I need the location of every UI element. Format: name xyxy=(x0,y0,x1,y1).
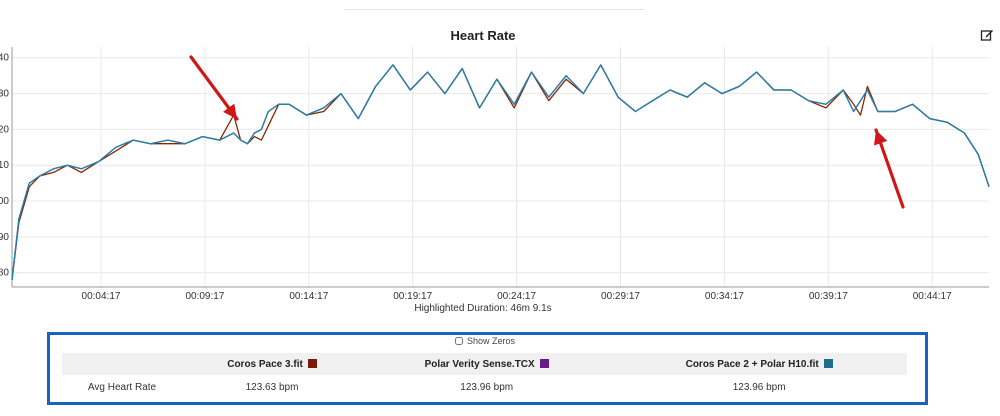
y-tick-label: 130 xyxy=(0,89,9,100)
y-tick-label: 110 xyxy=(0,160,9,171)
x-tick-label: 00:09:17 xyxy=(185,291,224,302)
annotation-arrow-left xyxy=(189,55,239,121)
show-zeros-label: Show Zeros xyxy=(467,336,516,346)
color-swatch-coros-pace-3[interactable] xyxy=(307,359,317,369)
x-tick-label: 00:04:17 xyxy=(82,291,121,302)
table-row: Avg Heart Rate 123.63 bpm 123.96 bpm 123… xyxy=(62,375,907,399)
chart-annotations xyxy=(189,55,905,209)
x-tick-label: 00:19:17 xyxy=(393,291,432,302)
annotation-arrow-right xyxy=(874,128,905,209)
chart-title: Heart Rate xyxy=(450,28,515,43)
x-tick-label: 00:34:17 xyxy=(705,291,744,302)
x-tick-label: 00:44:17 xyxy=(913,291,952,302)
stats-header-coros-pace-2-h10: Coros Pace 2 + Polar H10.fit xyxy=(611,353,907,375)
row-label-avg-heart-rate: Avg Heart Rate xyxy=(87,381,157,393)
stats-header-polar-verity: Polar Verity Sense.TCX xyxy=(362,353,612,375)
heart-rate-chart: Heart Rate 80 90 100 110 120 130 140 00:04:17 00… xyxy=(0,28,990,314)
highlighted-duration: Highlighted Duration: 46m 9.1s xyxy=(414,303,551,314)
x-tick-label: 00:24:17 xyxy=(497,291,536,302)
chart-grid xyxy=(12,47,989,287)
x-tick-label: 00:14:17 xyxy=(289,291,328,302)
avg-hr-coros-pace-3: 123.63 bpm xyxy=(245,381,299,393)
series-line-0 xyxy=(11,64,990,280)
color-swatch-coros-pace-2-h10[interactable] xyxy=(823,359,833,369)
stats-header-row: Coros Pace 3.fit Polar Verity Sense.TCX … xyxy=(62,353,907,375)
header-divider xyxy=(345,9,645,10)
y-tick-label: 90 xyxy=(0,232,9,243)
y-tick-label: 120 xyxy=(0,124,9,135)
stats-header-label: Coros Pace 2 + Polar H10.fit xyxy=(685,358,819,370)
stats-header-blank xyxy=(62,353,182,375)
x-tick-label: 00:39:17 xyxy=(809,291,848,302)
avg-hr-coros-pace-2-h10: 123.96 bpm xyxy=(732,381,786,393)
stats-header-label: Coros Pace 3.fit xyxy=(227,358,303,370)
stats-header-coros-pace-3: Coros Pace 3.fit xyxy=(182,353,363,375)
chart-series xyxy=(11,64,990,280)
edit-icon[interactable] xyxy=(980,28,994,42)
chart-axes: 80 90 100 110 120 130 140 00:04:17 00:09:17 00:14… xyxy=(0,47,989,302)
stats-table: Coros Pace 3.fit Polar Verity Sense.TCX … xyxy=(62,353,907,399)
stats-panel: Show Zeros Coros Pace 3.fit Polar Verity… xyxy=(47,332,928,405)
arrow-head xyxy=(874,130,888,146)
series-line-1 xyxy=(11,64,990,280)
series-line-2 xyxy=(11,64,990,280)
y-tick-label: 100 xyxy=(0,196,9,207)
show-zeros-checkbox[interactable] xyxy=(455,337,463,345)
stats-header-label: Polar Verity Sense.TCX xyxy=(424,358,535,370)
color-swatch-polar-verity[interactable] xyxy=(539,359,549,369)
y-tick-label: 140 xyxy=(0,53,9,64)
arrow-head xyxy=(223,103,237,119)
y-tick-label: 80 xyxy=(0,268,9,279)
avg-hr-polar-verity: 123.96 bpm xyxy=(460,381,514,393)
show-zeros-toggle[interactable]: Show Zeros xyxy=(455,336,515,346)
x-tick-label: 00:29:17 xyxy=(601,291,640,302)
